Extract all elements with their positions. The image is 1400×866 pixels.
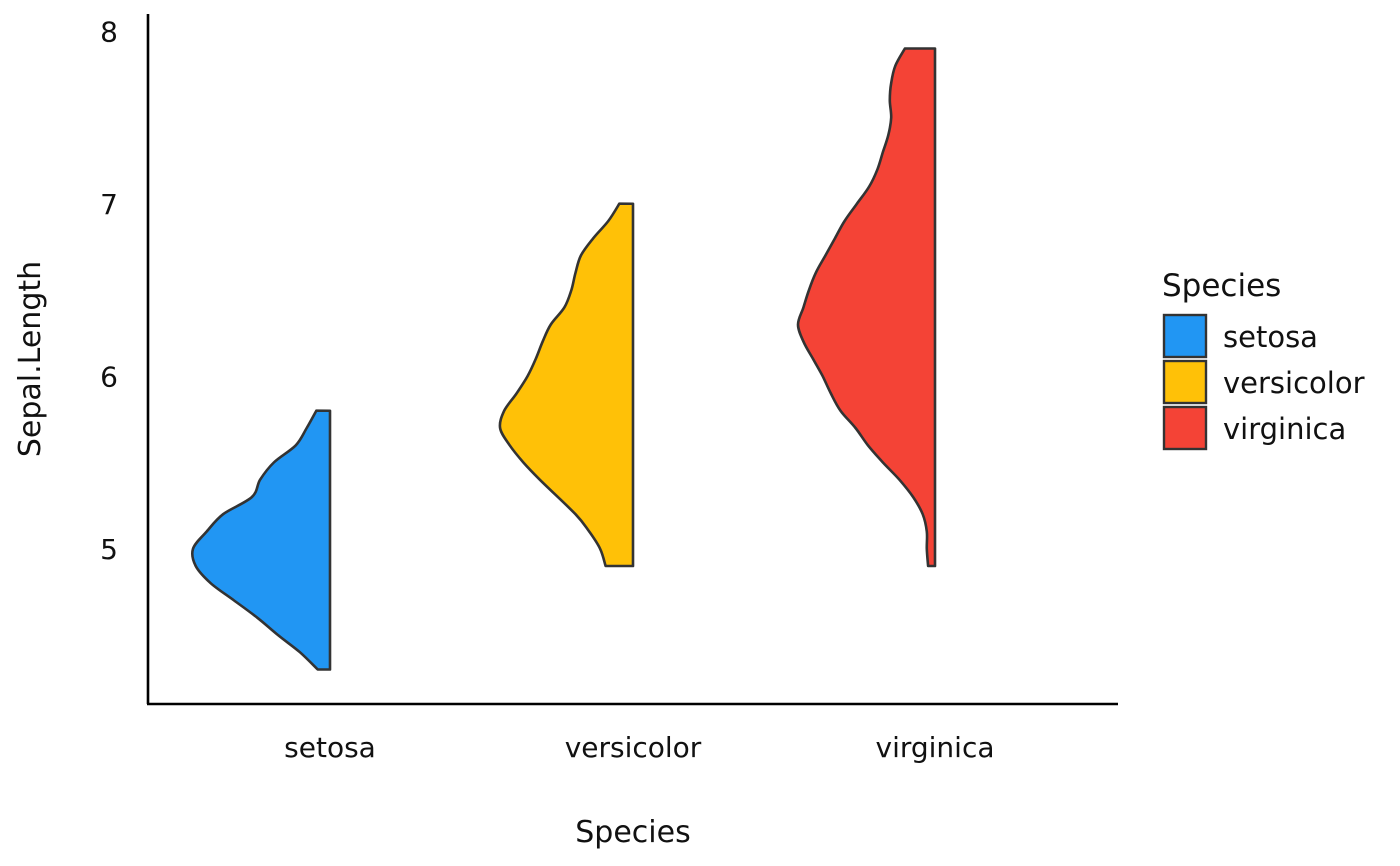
y-tick-label: 5 (100, 533, 118, 566)
x-axis-title: Species (575, 815, 690, 850)
violin-setosa (190, 409, 332, 671)
y-axis-title: Sepal.Length (13, 261, 48, 457)
y-tick-label: 6 (100, 360, 118, 393)
x-tick-label: virginica (876, 731, 995, 764)
legend-swatch-versicolor (1162, 359, 1208, 405)
violin-virginica (796, 47, 937, 568)
y-axis-ticks: 5 6 7 8 (100, 15, 118, 566)
y-tick-label: 7 (100, 188, 118, 221)
y-tick-label: 8 (100, 15, 118, 48)
legend-title: Species (1162, 268, 1281, 304)
legend-label: setosa (1223, 320, 1318, 354)
x-axis-ticks: setosa versicolor virginica (284, 731, 994, 764)
legend-label: versicolor (1223, 366, 1365, 400)
legend-swatch-setosa (1162, 313, 1208, 359)
violin-versicolor (498, 202, 635, 568)
violins-group (190, 47, 937, 671)
legend-label: virginica (1223, 412, 1346, 446)
x-tick-label: setosa (284, 731, 376, 764)
legend-swatch-virginica (1162, 405, 1208, 451)
legend: Species setosa versicolor virginica (1162, 268, 1365, 451)
x-tick-label: versicolor (565, 731, 702, 764)
